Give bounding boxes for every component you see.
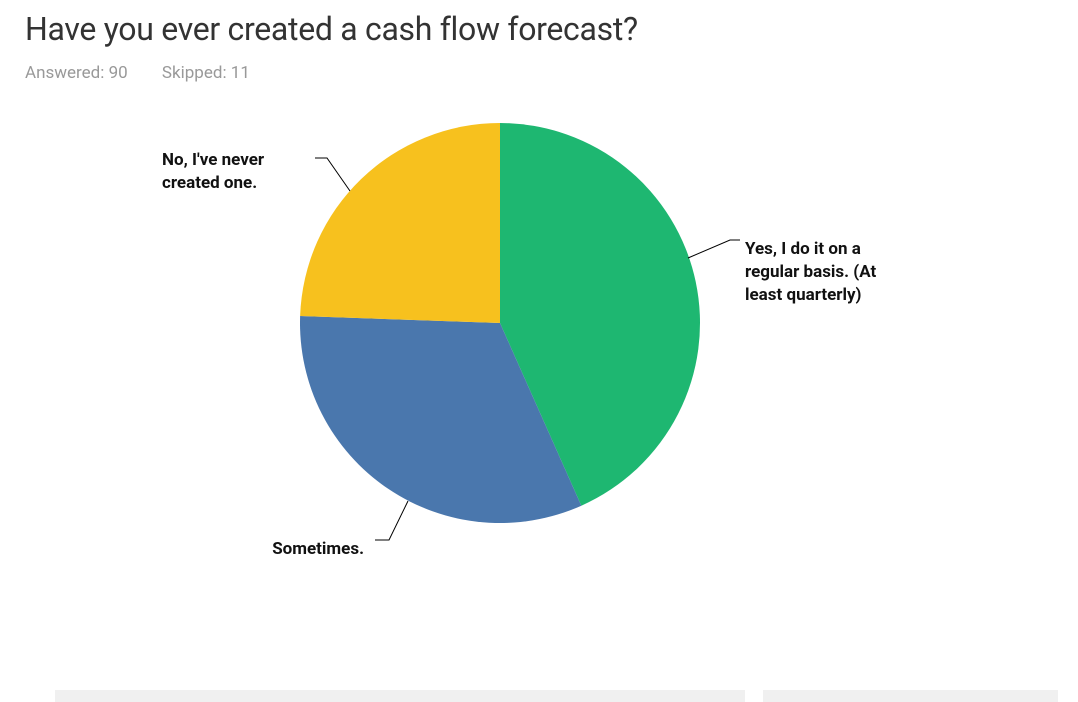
pie-chart-container: Yes, I do it on a regular basis. (At lea… <box>0 83 1078 623</box>
slice-label-no: No, I've never created one. <box>162 149 312 195</box>
page-title: Have you ever created a cash flow foreca… <box>0 0 1078 48</box>
slice-label-sometimes: Sometimes. <box>244 538 364 561</box>
footer-seg-1 <box>55 690 745 702</box>
leader-line-no <box>315 158 350 191</box>
footer-placeholder <box>55 690 1058 702</box>
response-stats: Answered: 90 Skipped: 11 <box>0 48 1078 83</box>
footer-seg-2 <box>763 690 1058 702</box>
skipped-count: Skipped: 11 <box>162 63 250 83</box>
pie-slice-no[interactable] <box>300 123 500 323</box>
leader-line-some <box>375 501 408 540</box>
leader-line-yes <box>688 240 740 258</box>
answered-count: Answered: 90 <box>25 63 128 83</box>
slice-label-yes: Yes, I do it on a regular basis. (At lea… <box>745 238 915 307</box>
